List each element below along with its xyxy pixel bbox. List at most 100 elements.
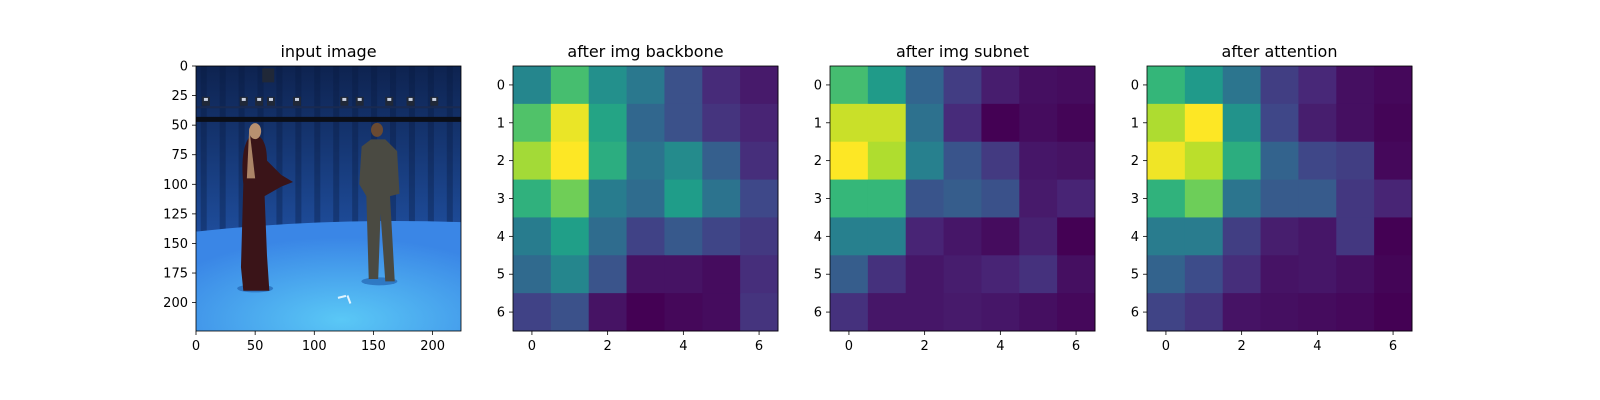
y-tick-label: 25 — [171, 89, 188, 104]
x-tick-label: 0 — [1162, 339, 1170, 354]
heatmap-cell — [981, 255, 1020, 294]
heatmap-cell — [1374, 103, 1413, 143]
heatmap-cell — [905, 293, 945, 332]
axes-frame — [195, 65, 462, 332]
heatmap-cell — [1260, 66, 1299, 105]
heatmap-cell — [513, 179, 552, 218]
heatmap-cell — [1184, 179, 1224, 218]
heatmap-cell — [1019, 103, 1058, 143]
x-tick-label: 2 — [1238, 339, 1246, 354]
heatmap-cell — [867, 293, 907, 332]
heatmap-cell — [740, 217, 779, 256]
heatmap-cell — [1057, 103, 1096, 143]
heatmap-cell — [1019, 255, 1058, 294]
y-tick-label: 6 — [1131, 306, 1139, 321]
y-tick-label: 3 — [814, 192, 822, 207]
heatmap-cell — [943, 179, 982, 218]
heatmap-cell — [664, 293, 703, 332]
heatmap-cell — [1374, 141, 1413, 181]
heatmap-cell — [1057, 141, 1096, 181]
heatmap-cell — [1057, 66, 1096, 105]
heatmap-cell — [513, 217, 552, 256]
heatmap-cell — [550, 179, 590, 218]
heatmap-cell — [1260, 293, 1299, 332]
heatmap-cell — [1336, 141, 1375, 181]
heatmap-panel — [512, 65, 779, 332]
y-tick-label: 125 — [163, 207, 188, 222]
y-tick-label: 5 — [1131, 268, 1139, 283]
y-tick-label: 1 — [814, 116, 822, 131]
heatmap-cell — [830, 217, 869, 256]
heatmap-cell — [740, 293, 779, 332]
x-tick-label: 200 — [420, 339, 445, 354]
heatmap-cell — [513, 103, 552, 143]
heatmap-cell — [1260, 103, 1299, 143]
heatmap-cell — [1184, 66, 1224, 105]
heatmap-cell — [626, 293, 665, 332]
heatmap-cell — [1298, 66, 1337, 105]
y-tick-label: 3 — [1131, 192, 1139, 207]
y-tick-label: 0 — [1131, 78, 1139, 93]
x-tick-label: 4 — [679, 339, 687, 354]
heatmap-cell — [1019, 141, 1058, 181]
photo-truss — [196, 116, 461, 122]
heatmap-cell — [588, 293, 628, 332]
x-tick-label: 50 — [247, 339, 264, 354]
heatmap-cell — [664, 255, 703, 294]
panel-title: after img backbone — [567, 42, 723, 61]
heatmap-cell — [1147, 103, 1186, 143]
heatmap-cell — [1147, 66, 1186, 105]
heatmap-cell — [550, 217, 590, 256]
heatmap-cell — [1222, 179, 1262, 218]
heatmap-cell — [1019, 179, 1058, 218]
heatmap-cell — [1260, 141, 1299, 181]
heatmap-cell — [867, 103, 907, 143]
heatmap-cell — [830, 66, 869, 105]
heatmap-cell — [702, 103, 741, 143]
heatmap-cell — [1147, 179, 1186, 218]
heatmap-cell — [1147, 293, 1186, 332]
heatmap-cell — [981, 103, 1020, 143]
heatmap-cell — [1298, 179, 1337, 218]
heatmap-cell — [1057, 217, 1096, 256]
heatmap-cell — [702, 179, 741, 218]
x-tick-label: 4 — [1313, 339, 1321, 354]
heatmap-cell — [664, 103, 703, 143]
heatmap-cell — [1184, 141, 1224, 181]
x-tick-label: 150 — [361, 339, 386, 354]
heatmap-cell — [664, 217, 703, 256]
heatmap-cell — [513, 141, 552, 181]
heatmap-cell — [830, 179, 869, 218]
heatmap-cell — [1374, 66, 1413, 105]
heatmap-cell — [1260, 255, 1299, 294]
heatmap-cell — [1298, 103, 1337, 143]
heatmap-cell — [943, 66, 982, 105]
y-tick-label: 100 — [163, 178, 188, 193]
heatmap-cell — [702, 141, 741, 181]
heatmap-cell — [905, 217, 945, 256]
heatmap-cell — [702, 66, 741, 105]
input-image-panel — [195, 65, 462, 332]
heatmap-cell — [830, 141, 869, 181]
heatmap-cell — [981, 141, 1020, 181]
heatmap-cell — [943, 141, 982, 181]
heatmap-cell — [1336, 255, 1375, 294]
heatmap-cell — [1374, 255, 1413, 294]
heatmap-cell — [905, 66, 945, 105]
heatmap-cell — [1298, 141, 1337, 181]
heatmap-cell — [1057, 179, 1096, 218]
heatmap-cell — [513, 66, 552, 105]
heatmap-cell — [1184, 103, 1224, 143]
heatmap-cell — [1298, 255, 1337, 294]
heatmap-cell — [1336, 217, 1375, 256]
heatmap-cell — [513, 255, 552, 294]
heatmap-cell — [867, 179, 907, 218]
heatmap-cell — [550, 141, 590, 181]
heatmap-cell — [1336, 179, 1375, 218]
heatmap-cell — [588, 103, 628, 143]
heatmap-cell — [1184, 217, 1224, 256]
heatmap-cell — [981, 293, 1020, 332]
heatmap-cell — [740, 141, 779, 181]
heatmap-cell — [867, 141, 907, 181]
heatmap-cell — [664, 66, 703, 105]
